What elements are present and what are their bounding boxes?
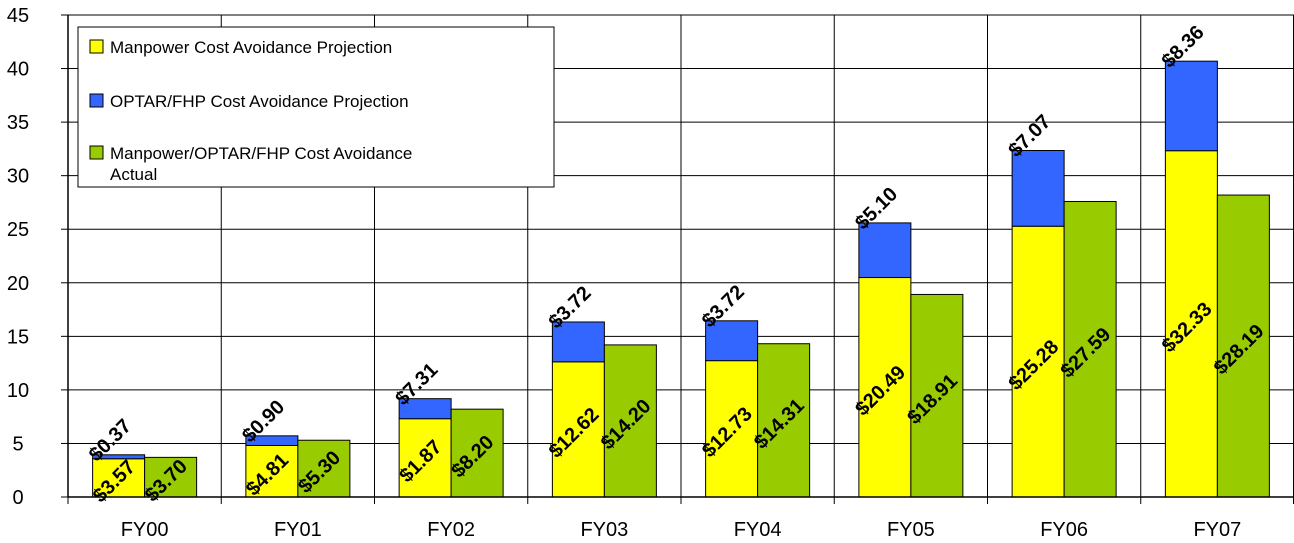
y-tick-label: 40 — [7, 59, 29, 81]
y-tick-label: 10 — [7, 380, 29, 402]
y-tick-label: 45 — [7, 5, 29, 27]
x-tick-label: FY03 — [580, 519, 628, 541]
legend-swatch — [89, 145, 104, 160]
x-tick-label: FY01 — [274, 519, 322, 541]
y-tick-label: 20 — [7, 273, 29, 295]
bar-1-fy00 — [92, 454, 146, 460]
x-tick-label: FY00 — [121, 519, 169, 541]
y-tick-label: 30 — [7, 166, 29, 188]
legend-label: Manpower Cost Avoidance Projection — [110, 38, 392, 57]
x-tick-label: FY07 — [1193, 519, 1241, 541]
legend-label: OPTAR/FHP Cost Avoidance Projection — [110, 92, 409, 111]
y-tick-label: 35 — [7, 112, 29, 134]
bar-2-fy04 — [757, 343, 811, 498]
x-tick-label: FY04 — [734, 519, 782, 541]
bar-1-fy04 — [705, 320, 759, 362]
x-axis-ticks: FY00 FY01 FY02 FY03 FY04 FY05 FY06 FY07 — [121, 519, 1242, 541]
bar-0-fy07 — [1164, 150, 1218, 498]
y-tick-label: 0 — [12, 487, 23, 509]
bar-0-fy06 — [1011, 225, 1065, 498]
bar-0-fy05 — [858, 277, 912, 498]
x-tick-label: FY02 — [427, 519, 475, 541]
y-axis-ticks: 0 5 10 15 20 25 30 35 40 45 — [7, 5, 29, 509]
bar-2-fy03 — [603, 344, 657, 498]
legend-box — [77, 26, 555, 188]
bar-1-fy05 — [858, 222, 912, 279]
bar-1-fy03 — [551, 321, 605, 363]
bar-2-fy02 — [450, 408, 504, 498]
legend: Manpower Cost Avoidance Projection OPTAR/… — [77, 26, 555, 188]
bar-2-fy05 — [910, 293, 964, 498]
legend-label: Manpower/OPTAR/FHP Cost Avoidance — [110, 144, 412, 163]
x-tick-label: FY05 — [887, 519, 935, 541]
y-tick-label: 5 — [12, 433, 23, 455]
y-tick-label: 15 — [7, 326, 29, 348]
legend-label: Actual — [110, 165, 157, 184]
y-tick-label: 25 — [7, 219, 29, 241]
bar-1-fy07 — [1164, 60, 1218, 152]
x-tick-label: FY06 — [1040, 519, 1088, 541]
bar-1-fy06 — [1011, 149, 1065, 227]
bar-2-fy06 — [1063, 200, 1117, 498]
legend-swatch — [89, 39, 104, 54]
axes — [61, 14, 1294, 498]
legend-swatch — [89, 93, 104, 108]
bar-2-fy01 — [297, 439, 351, 498]
bar-2-fy00 — [144, 456, 198, 498]
bar-0-fy03 — [551, 361, 605, 498]
